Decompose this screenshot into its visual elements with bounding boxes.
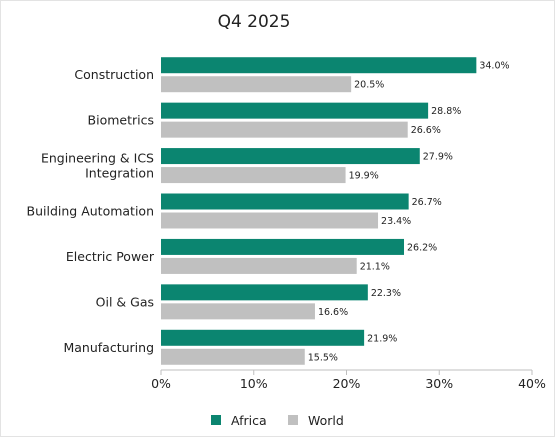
legend-label-africa: Africa bbox=[231, 413, 267, 428]
x-tick-label-0: 0% bbox=[151, 376, 171, 391]
bar-africa-2 bbox=[161, 148, 420, 165]
bar-africa-6 bbox=[161, 329, 365, 346]
bar-africa-1 bbox=[161, 102, 429, 119]
data-label-africa-4: 26.2% bbox=[407, 242, 437, 253]
bar-world-3 bbox=[161, 212, 379, 229]
chart-title: Q4 2025 bbox=[218, 12, 291, 32]
legend-label-world: World bbox=[308, 413, 344, 428]
x-tick-label-2: 20% bbox=[333, 376, 361, 391]
data-label-world-3: 23.4% bbox=[381, 216, 411, 227]
data-label-africa-1: 28.8% bbox=[431, 106, 461, 117]
data-label-africa-2: 27.9% bbox=[423, 152, 453, 163]
category-label-2-line-1: Integration bbox=[85, 166, 154, 181]
bar-africa-0 bbox=[161, 57, 477, 74]
bar-world-2 bbox=[161, 167, 346, 184]
data-label-world-0: 20.5% bbox=[354, 80, 384, 91]
x-tick-label-1: 10% bbox=[240, 376, 268, 391]
data-label-world-4: 21.1% bbox=[360, 261, 390, 272]
data-label-world-5: 16.6% bbox=[318, 307, 348, 318]
bar-world-4 bbox=[161, 257, 357, 274]
x-tick-label-3: 30% bbox=[425, 376, 453, 391]
bar-africa-4 bbox=[161, 238, 405, 255]
bar-world-0 bbox=[161, 76, 352, 93]
legend-swatch-world bbox=[288, 415, 298, 425]
category-label-5: Oil & Gas bbox=[96, 294, 154, 309]
data-label-africa-6: 21.9% bbox=[367, 333, 397, 344]
data-label-world-2: 19.9% bbox=[349, 171, 379, 182]
bar-world-5 bbox=[161, 303, 315, 320]
category-label-6: Manufacturing bbox=[63, 340, 154, 355]
x-tick-label-4: 40% bbox=[518, 376, 546, 391]
category-label-4: Electric Power bbox=[66, 249, 155, 264]
legend-swatch-africa bbox=[211, 415, 221, 425]
category-label-2-line-0: Engineering & ICS bbox=[41, 151, 154, 166]
category-label-3: Building Automation bbox=[27, 204, 154, 219]
bar-world-1 bbox=[161, 121, 408, 138]
category-label-1: Biometrics bbox=[88, 113, 154, 128]
data-label-africa-5: 22.3% bbox=[371, 288, 401, 299]
bar-africa-3 bbox=[161, 193, 409, 210]
bar-world-6 bbox=[161, 348, 305, 365]
data-label-world-1: 26.6% bbox=[411, 125, 441, 136]
data-label-africa-0: 34.0% bbox=[479, 61, 509, 72]
data-label-africa-3: 26.7% bbox=[412, 197, 442, 208]
data-label-world-6: 15.5% bbox=[308, 352, 338, 363]
category-label-0: Construction bbox=[74, 67, 154, 82]
bar-africa-5 bbox=[161, 284, 368, 301]
